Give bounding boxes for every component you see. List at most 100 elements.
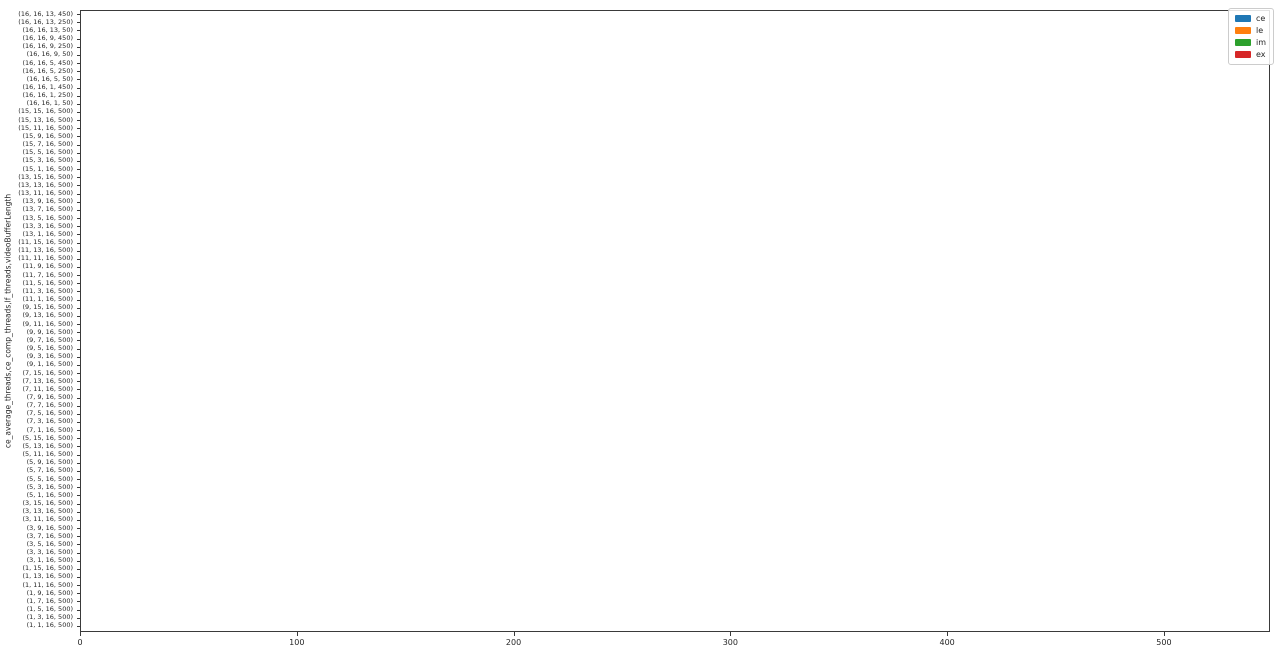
y-tick-label: (15, 11, 16, 500) — [18, 123, 73, 132]
legend-label: ce — [1255, 14, 1266, 23]
y-tick-mark — [77, 63, 80, 65]
y-tick-label: (3, 3, 16, 500) — [26, 548, 73, 556]
y-tick-mark — [77, 340, 80, 342]
legend-swatch-icon — [1234, 15, 1251, 22]
y-tick-label: (11, 7, 16, 500) — [22, 270, 73, 279]
y-tick-mark — [77, 348, 80, 350]
y-tick-label: (7, 7, 16, 500) — [26, 401, 73, 410]
y-tick-mark — [77, 544, 80, 546]
x-tick-mark — [513, 632, 515, 636]
y-tick-mark — [77, 160, 80, 162]
y-tick-label: (13, 11, 16, 500) — [18, 189, 73, 198]
y-tick-label: (5, 5, 16, 500) — [26, 474, 73, 483]
y-tick-label: (7, 1, 16, 500) — [26, 425, 73, 434]
legend-swatch-icon — [1234, 51, 1251, 58]
legend-item-le: le — [1234, 26, 1266, 35]
y-tick-label: (5, 13, 16, 500) — [22, 441, 73, 450]
y-tick-label: (15, 1, 16, 500) — [22, 164, 73, 173]
y-tick-mark — [77, 307, 80, 309]
y-tick-mark — [77, 46, 80, 48]
y-tick-label: (7, 5, 16, 500) — [26, 409, 73, 418]
y-tick-mark — [77, 560, 80, 562]
y-tick-label: (1, 3, 16, 500) — [26, 613, 73, 622]
legend-label: le — [1255, 26, 1264, 35]
y-tick-label: (1, 11, 16, 500) — [22, 580, 73, 589]
y-tick-label: (16, 16, 1, 50) — [26, 99, 73, 108]
x-tick-mark — [947, 632, 949, 636]
y-tick-label: (3, 9, 16, 500) — [26, 523, 73, 532]
y-tick-mark — [77, 625, 80, 627]
x-tick-label: 500 — [1156, 638, 1172, 647]
legend-item-im: im — [1234, 38, 1266, 47]
y-tick-mark — [77, 144, 80, 146]
y-tick-label: (13, 1, 16, 500) — [22, 229, 73, 238]
y-tick-label: (1, 9, 16, 500) — [26, 588, 73, 597]
y-tick-label: (7, 3, 16, 500) — [26, 417, 73, 426]
x-tick-mark — [296, 632, 298, 636]
y-tick-mark — [77, 275, 80, 277]
y-tick-mark — [77, 479, 80, 481]
x-tick-label: 300 — [722, 638, 738, 647]
y-tick-mark — [77, 552, 80, 554]
y-tick-mark — [77, 487, 80, 489]
y-tick-mark — [77, 593, 80, 595]
y-tick-label: (3, 1, 16, 500) — [26, 556, 73, 565]
legend-item-ex: ex — [1234, 50, 1266, 59]
y-tick-label: (16, 16, 5, 450) — [22, 58, 73, 67]
y-tick-mark — [77, 283, 80, 285]
y-tick-label: (16, 16, 9, 450) — [22, 34, 73, 43]
y-tick-mark — [77, 258, 80, 260]
y-tick-label: (1, 1, 16, 500) — [26, 621, 73, 630]
y-tick-mark — [77, 373, 80, 375]
y-tick-mark — [77, 405, 80, 407]
y-tick-mark — [77, 315, 80, 317]
y-tick-mark — [77, 218, 80, 220]
y-tick-mark — [77, 528, 80, 530]
y-tick-mark — [77, 609, 80, 611]
y-tick-mark — [77, 209, 80, 211]
y-tick-label: (15, 13, 16, 500) — [18, 115, 73, 124]
y-tick-mark — [77, 193, 80, 195]
x-tick-label: 200 — [505, 638, 522, 647]
y-tick-mark — [77, 511, 80, 513]
y-tick-mark — [77, 71, 80, 73]
y-tick-label: (11, 1, 16, 500) — [22, 295, 73, 304]
y-tick-label: (13, 13, 16, 500) — [18, 180, 73, 189]
y-tick-label: (3, 13, 16, 500) — [22, 507, 73, 516]
legend-item-ce: ce — [1234, 14, 1266, 23]
y-tick-label: (5, 7, 16, 500) — [26, 466, 73, 475]
y-tick-mark — [77, 438, 80, 440]
y-tick-label: (5, 15, 16, 500) — [22, 433, 73, 442]
y-tick-mark — [77, 169, 80, 171]
y-tick-label: (16, 16, 9, 50) — [26, 50, 73, 59]
legend-label: ex — [1255, 50, 1266, 59]
y-tick-label: (9, 3, 16, 500) — [26, 352, 73, 361]
y-tick-label: (9, 7, 16, 500) — [26, 335, 73, 344]
y-tick-label: (16, 16, 5, 50) — [26, 74, 73, 83]
y-tick-label: (9, 1, 16, 500) — [26, 360, 73, 369]
y-tick-mark — [77, 568, 80, 570]
y-tick-mark — [77, 250, 80, 252]
y-tick-mark — [77, 364, 80, 366]
y-tick-mark — [77, 266, 80, 268]
y-tick-label: (15, 7, 16, 500) — [22, 140, 73, 149]
y-tick-label: (16, 16, 13, 250) — [18, 17, 73, 26]
y-tick-label: (9, 5, 16, 500) — [26, 344, 73, 353]
y-tick-mark — [77, 536, 80, 538]
y-tick-label: (1, 15, 16, 500) — [22, 564, 73, 573]
y-tick-mark — [77, 397, 80, 399]
y-tick-label: (7, 11, 16, 500) — [22, 384, 73, 393]
y-tick-label: (9, 15, 16, 500) — [22, 303, 73, 312]
y-tick-mark — [77, 446, 80, 448]
y-tick-mark — [77, 299, 80, 301]
y-tick-label: (5, 9, 16, 500) — [26, 458, 73, 467]
y-tick-label: (7, 15, 16, 500) — [22, 368, 73, 377]
y-tick-labels: (16, 16, 13, 450) (16, 16, 13, 250) (16, 1… — [0, 10, 73, 632]
y-tick-label: (5, 1, 16, 500) — [26, 490, 73, 499]
x-tick-mark — [730, 632, 732, 636]
y-tick-label: (9, 9, 16, 500) — [26, 327, 73, 336]
y-tick-mark — [77, 201, 80, 203]
y-tick-mark — [77, 79, 80, 81]
y-tick-label: (3, 7, 16, 500) — [26, 531, 73, 540]
y-tick-mark — [77, 413, 80, 415]
